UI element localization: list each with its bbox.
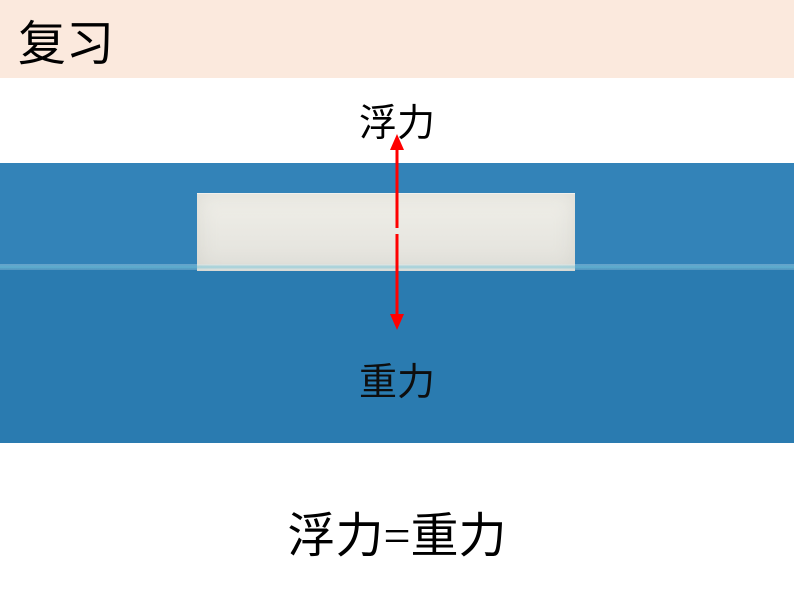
diagram-area: 浮力 重力 (0, 78, 794, 508)
force-arrows (382, 134, 412, 334)
gravity-label: 重力 (0, 351, 794, 406)
buoyancy-arrow-head (390, 134, 404, 150)
equation-text: 浮力=重力 (0, 496, 794, 566)
gravity-arrow-head (390, 314, 404, 330)
title-bar: 复习 (0, 0, 794, 78)
page-title: 复习 (18, 4, 114, 74)
